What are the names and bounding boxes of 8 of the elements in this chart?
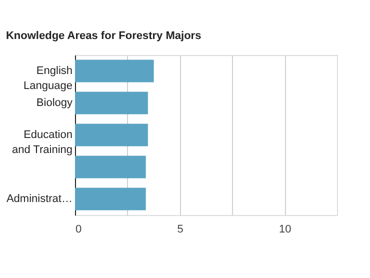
y-tick-label: English Language: [24, 65, 72, 92]
x-tick-label: 5: [177, 224, 184, 236]
y-tick-label: Administrat…: [6, 193, 72, 205]
x-tick-label: 0: [76, 224, 82, 236]
y-tick-label: Education and Training: [12, 129, 72, 156]
x-tick-label: 10: [278, 224, 292, 236]
y-tick-label: Biology: [36, 97, 73, 109]
chart-title: Knowledge Areas for Forestry Majors: [6, 30, 202, 42]
